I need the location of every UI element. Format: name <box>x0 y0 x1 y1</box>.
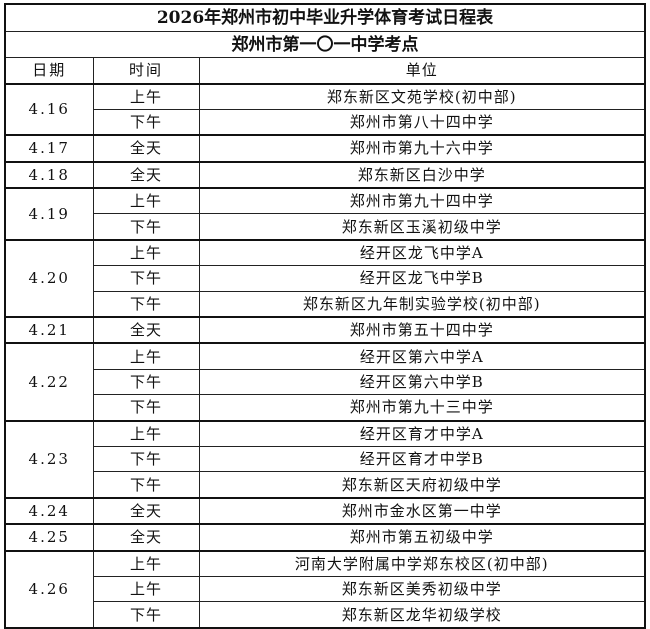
unit-cell: 郑州市第九十六中学 <box>198 134 646 163</box>
time-cell: 上午 <box>92 238 200 267</box>
date-cell: 4.17 <box>4 134 94 163</box>
header-row: 日期 时间 单位 <box>4 57 646 84</box>
table-row: 下午 经开区龙飞中学B <box>5 265 646 292</box>
header-time: 时间 <box>92 57 200 84</box>
time-cell: 上午 <box>92 82 200 110</box>
unit-cell: 经开区龙飞中学A <box>198 238 646 267</box>
time-cell: 上午 <box>92 419 200 447</box>
time-cell: 下午 <box>92 394 200 422</box>
date-cell: 4.24 <box>4 496 94 525</box>
unit-cell: 郑州市第八十四中学 <box>198 108 646 136</box>
unit-cell: 郑东新区九年制实验学校(初中部) <box>198 290 646 318</box>
table-row: 4.24 全天 郑州市金水区第一中学 <box>4 496 646 525</box>
table-row: 4.25 全天 郑州市第五初级中学 <box>4 523 646 552</box>
unit-cell: 郑东新区白沙中学 <box>198 160 646 189</box>
table-row: 4.17 全天 郑州市第九十六中学 <box>4 134 646 163</box>
header-date: 日期 <box>4 57 94 84</box>
time-cell: 下午 <box>92 601 200 629</box>
unit-cell: 河南大学附属中学郑东校区(初中部) <box>198 549 646 577</box>
table-row: 4.16 上午 郑东新区文苑学校(初中部) <box>4 82 646 136</box>
unit-cell: 郑东新区玉溪初级中学 <box>198 213 646 241</box>
unit-cell: 郑东新区天府初级中学 <box>198 471 646 499</box>
table-row: 下午 郑东新区龙华初级学校 <box>5 601 646 629</box>
table-row: 4.26 上午 河南大学附属中学郑东校区(初中部) <box>4 549 646 629</box>
time-cell: 全天 <box>92 523 200 552</box>
unit-cell: 经开区育才中学A <box>198 419 646 447</box>
time-cell: 上午 <box>92 342 200 370</box>
time-cell: 下午 <box>92 108 200 136</box>
date-cell: 4.20 <box>4 238 94 318</box>
table-row: 4.22 上午 经开区第六中学A <box>4 342 646 422</box>
date-cell: 4.18 <box>4 160 94 189</box>
unit-cell: 郑州市第九十三中学 <box>198 394 646 422</box>
unit-cell: 经开区龙飞中学B <box>198 265 646 292</box>
unit-cell: 郑州市第五初级中学 <box>198 523 646 552</box>
table-row: 4.23 上午 经开区育才中学A <box>4 419 646 499</box>
table-row: 4.21 全天 郑州市第五十四中学 <box>4 316 646 344</box>
time-cell: 下午 <box>92 265 200 292</box>
header-unit: 单位 <box>198 57 646 84</box>
unit-cell: 经开区第六中学A <box>198 342 646 370</box>
date-cell: 4.26 <box>4 549 94 629</box>
table-row: 下午 郑东新区天府初级中学 <box>5 471 646 499</box>
time-cell: 全天 <box>92 316 200 344</box>
time-cell: 上午 <box>92 187 200 215</box>
schedule-table: 2026年郑州市初中毕业升学体育考试日程表 郑州市第一〇一中学考点 日期 时间 … <box>4 3 646 629</box>
time-cell: 下午 <box>92 368 200 396</box>
date-cell: 4.19 <box>4 187 94 241</box>
unit-cell: 经开区育才中学B <box>198 445 646 473</box>
date-cell: 4.21 <box>4 316 94 344</box>
table-row: 下午 郑州市第九十三中学 <box>5 394 646 422</box>
table-row: 下午 经开区第六中学B <box>5 368 646 396</box>
time-cell: 下午 <box>92 213 200 241</box>
date-cell: 4.23 <box>4 419 94 499</box>
table-row: 下午 经开区育才中学B <box>5 445 646 473</box>
time-cell: 上午 <box>92 575 200 603</box>
table-row: 下午 郑州市第八十四中学 <box>5 108 646 136</box>
time-cell: 全天 <box>92 496 200 525</box>
date-cell: 4.25 <box>4 523 94 552</box>
table-title: 2026年郑州市初中毕业升学体育考试日程表 <box>4 3 646 32</box>
unit-cell: 郑东新区文苑学校(初中部) <box>198 82 646 110</box>
time-cell: 全天 <box>92 160 200 189</box>
time-cell: 全天 <box>92 134 200 163</box>
unit-cell: 郑州市第九十四中学 <box>198 187 646 215</box>
table-row: 4.20 上午 经开区龙飞中学A <box>4 238 646 318</box>
exam-site-title: 郑州市第一〇一中学考点 <box>4 31 646 58</box>
unit-cell: 郑州市金水区第一中学 <box>198 496 646 525</box>
table-row: 下午 郑东新区九年制实验学校(初中部) <box>5 290 646 318</box>
date-cell: 4.16 <box>4 82 94 136</box>
time-cell: 上午 <box>92 549 200 577</box>
unit-cell: 经开区第六中学B <box>198 368 646 396</box>
time-cell: 下午 <box>92 290 200 318</box>
time-cell: 下午 <box>92 445 200 473</box>
table-row: 4.19 上午 郑州市第九十四中学 <box>4 187 646 241</box>
table-row: 下午 郑东新区玉溪初级中学 <box>5 213 646 241</box>
date-cell: 4.22 <box>4 342 94 422</box>
unit-cell: 郑州市第五十四中学 <box>198 316 646 344</box>
unit-cell: 郑东新区美秀初级中学 <box>198 575 646 603</box>
table-row: 4.18 全天 郑东新区白沙中学 <box>4 160 646 189</box>
time-cell: 下午 <box>92 471 200 499</box>
unit-cell: 郑东新区龙华初级学校 <box>198 601 646 629</box>
table-row: 上午 郑东新区美秀初级中学 <box>5 575 646 603</box>
